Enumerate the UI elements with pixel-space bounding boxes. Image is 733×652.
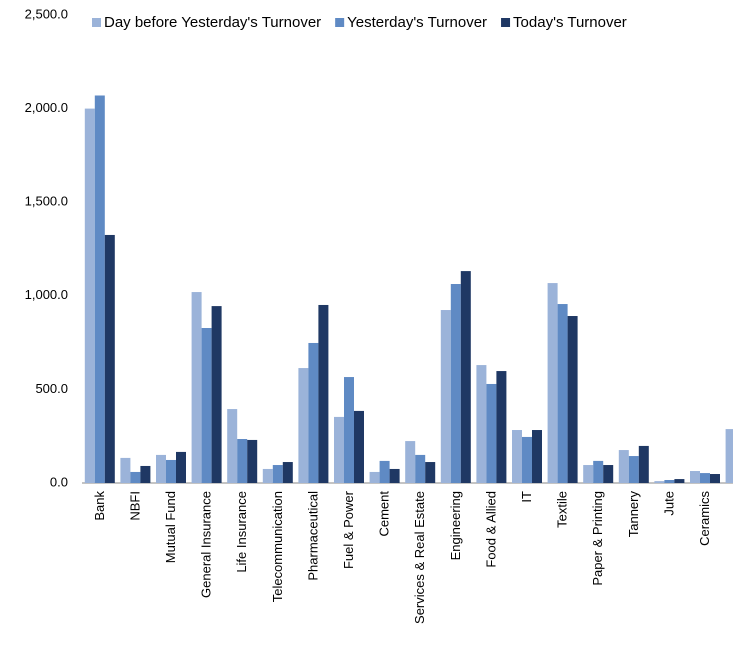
bar — [211, 306, 222, 483]
y-tick-label: 1,000.0 — [25, 287, 68, 302]
bar — [557, 304, 568, 483]
y-tick-label: 0.0 — [50, 474, 68, 489]
bar — [603, 465, 614, 483]
bar — [567, 316, 578, 483]
x-tick-label: Textile — [555, 491, 570, 528]
x-tick-label: Food & Allied — [483, 491, 498, 568]
bar — [405, 441, 416, 483]
bar — [700, 473, 710, 483]
bar — [415, 454, 426, 483]
bar — [334, 416, 344, 483]
x-tick-label: General Insurance — [199, 491, 214, 598]
x-tick-label: Fuel & Power — [341, 490, 356, 569]
bar — [176, 451, 186, 483]
x-tick-label: Services & Real Estate — [412, 491, 427, 624]
bar — [425, 462, 436, 483]
bar — [710, 474, 720, 483]
x-tick-label: Paper & Printing — [590, 491, 605, 586]
bar — [450, 284, 461, 483]
bar — [262, 468, 273, 483]
bar — [201, 327, 212, 483]
x-tick-label: Telecommunication — [270, 491, 285, 602]
legend-swatch — [92, 18, 101, 27]
legend-label: Yesterday's Turnover — [347, 14, 487, 31]
bar — [308, 342, 319, 483]
bar — [379, 460, 390, 483]
bar — [460, 271, 471, 483]
bar — [237, 439, 248, 483]
bar — [369, 471, 380, 483]
bar — [354, 410, 364, 483]
y-tick-label: 2,000.0 — [25, 100, 68, 115]
bar — [120, 457, 131, 483]
bar — [532, 430, 542, 483]
bar — [94, 95, 105, 483]
bar — [522, 436, 532, 483]
y-tick-label: 1,500.0 — [25, 194, 68, 209]
bar — [318, 304, 329, 483]
bar — [389, 468, 400, 483]
y-tick-label: 2,500.0 — [25, 6, 68, 21]
x-tick-label: Cement — [377, 491, 392, 537]
x-tick-label: Life Insurance — [234, 491, 249, 573]
bar — [628, 456, 639, 483]
bar — [674, 479, 685, 483]
bar — [104, 234, 115, 483]
bar — [282, 462, 293, 483]
x-tick-label: IT — [519, 491, 534, 503]
x-tick-label: Pharmaceutical — [305, 491, 320, 581]
bar — [496, 371, 507, 483]
y-tick-label: 500.0 — [35, 381, 68, 396]
bar — [583, 465, 594, 483]
legend-label: Day before Yesterday's Turnover — [104, 14, 321, 31]
bar — [440, 310, 451, 483]
x-tick-label: Engineering — [448, 491, 463, 560]
bar — [166, 459, 176, 483]
bar — [654, 481, 665, 483]
bar — [664, 480, 675, 483]
bar — [486, 383, 497, 483]
bar — [638, 445, 649, 483]
x-tick-label: Tannery — [626, 491, 641, 538]
bar — [298, 368, 309, 483]
x-tick-label: Bank — [92, 491, 107, 521]
x-tick-label: Jute — [661, 491, 676, 516]
bar — [84, 108, 95, 483]
bar — [725, 429, 733, 483]
legend-swatch — [501, 18, 511, 27]
bar — [344, 377, 354, 483]
legend-swatch — [335, 18, 345, 27]
x-tick-label: Mutual Fund — [163, 491, 178, 563]
bar — [227, 409, 238, 483]
bar — [272, 465, 283, 483]
legend-label: Today's Turnover — [513, 14, 627, 31]
bar — [547, 283, 558, 483]
x-tick-label: NBFI — [127, 491, 142, 521]
bar — [690, 471, 700, 483]
bar — [191, 292, 202, 483]
bar — [130, 471, 141, 483]
bar — [593, 460, 604, 483]
x-tick-label: Ceramics — [697, 491, 712, 546]
bar — [140, 465, 151, 483]
bar — [476, 365, 487, 483]
bar — [156, 454, 166, 483]
bar — [512, 430, 522, 483]
bar — [247, 439, 258, 483]
bar — [618, 450, 629, 483]
